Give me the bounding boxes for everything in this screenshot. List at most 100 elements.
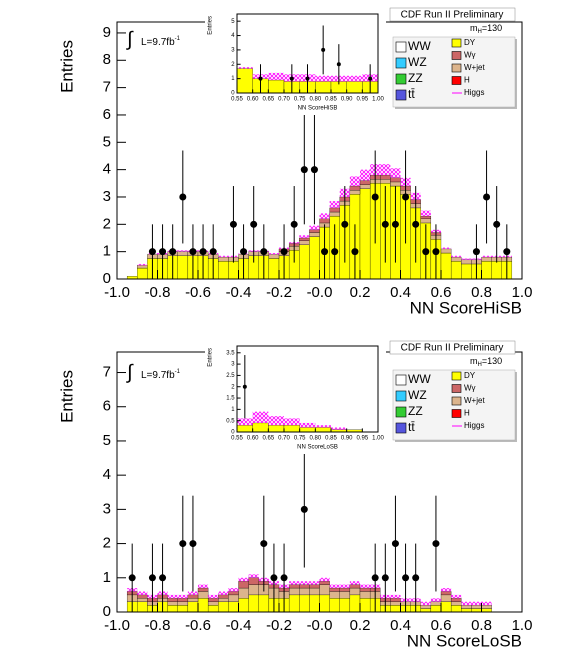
histogram-bar: [228, 601, 239, 613]
data-point: [300, 505, 308, 513]
histogram-bar: [329, 584, 340, 589]
x-tick-label: 0.2: [350, 617, 371, 634]
data-point: [209, 248, 217, 256]
y-tick-label: 0: [231, 430, 235, 436]
legend-swatch: [395, 41, 407, 53]
y-tick-label: 2: [103, 215, 111, 232]
histogram-bar: [390, 594, 401, 599]
histogram-bar: [390, 177, 401, 183]
histogram-bar: [187, 598, 199, 602]
histogram-bar: [299, 240, 310, 245]
luminosity-superscript: -1: [175, 36, 181, 42]
histogram-bar: [218, 601, 229, 613]
histogram-bar: [420, 210, 431, 217]
chart-title: CDF Run II Preliminary: [401, 10, 504, 21]
y-tick-label: 2.5: [226, 373, 235, 379]
x-tick-label: 0.90: [341, 435, 353, 441]
legend-label: H: [464, 76, 470, 85]
histogram-bar: [228, 261, 239, 280]
histogram-bar: [420, 215, 432, 220]
data-point: [310, 166, 318, 174]
y-tick-label: 3.5: [226, 350, 235, 356]
histogram-bar: [236, 68, 253, 94]
histogram-bar: [197, 591, 209, 599]
histogram-bar: [197, 587, 209, 592]
y-tick-label: 1: [103, 243, 111, 260]
mass-subscript: H: [478, 29, 482, 35]
histogram-bar: [441, 588, 452, 592]
legend: WW WZ ZZ tt̄ DY Wγ W+jet H Higgs: [392, 36, 517, 109]
histogram-bar: [430, 601, 442, 606]
data-point: [371, 574, 379, 582]
data-point: [250, 220, 258, 228]
histogram-bar: [137, 265, 148, 269]
histogram-bar: [299, 237, 310, 241]
histogram-bar: [440, 601, 452, 613]
data-point: [258, 76, 263, 81]
histogram-bar: [319, 584, 330, 596]
histogram-bar: [268, 416, 284, 426]
y-tick-label: 0: [103, 270, 111, 287]
histogram-bar: [228, 594, 239, 602]
mass-value: =130: [482, 23, 502, 33]
x-axis-label: NN ScoreHiSB: [410, 298, 522, 317]
x-tick-label: 0.8: [471, 284, 492, 301]
histogram-bar: [440, 594, 452, 602]
histogram-bar: [268, 253, 279, 255]
histogram-bar: [319, 213, 330, 219]
histogram-bar: [315, 427, 332, 433]
histogram-bar: [461, 259, 472, 265]
histogram-bar: [236, 425, 253, 433]
mass-symbol: m: [470, 356, 478, 366]
legend-label: W+jet: [464, 396, 485, 405]
histogram-bar: [218, 261, 229, 280]
histogram-bar: [461, 608, 472, 613]
histogram-bar: [420, 608, 432, 613]
histogram-bar: [359, 598, 371, 613]
legend-label: W+jet: [464, 63, 485, 72]
histogram-bar: [177, 598, 189, 602]
x-axis-label: NN ScoreLoSB: [407, 631, 522, 650]
histogram-bar: [461, 263, 472, 280]
histogram-bar: [238, 587, 249, 599]
histogram-bar: [177, 255, 189, 280]
histogram-bar: [440, 248, 452, 254]
histogram-bar: [237, 67, 253, 69]
data-point: [412, 220, 420, 228]
legend-swatch: [451, 76, 462, 85]
legend-label: ZZ: [408, 71, 423, 85]
integral-sign: ∫: [126, 28, 134, 50]
histogram-bar: [390, 601, 401, 606]
histogram-bar: [461, 258, 472, 260]
histogram-bar: [137, 263, 148, 266]
legend-swatch: [451, 371, 462, 381]
histogram-bar: [299, 594, 310, 613]
histogram-bar: [481, 256, 492, 262]
histogram-bar: [450, 598, 462, 602]
data-point: [240, 248, 248, 256]
histogram-bar: [207, 601, 219, 606]
y-tick-label: 0.5: [226, 418, 235, 424]
luminosity-text: L=9.7fb: [141, 370, 175, 381]
histogram-bar: [329, 591, 340, 599]
x-tick-label: -0.6: [185, 284, 211, 301]
histogram-bar: [268, 72, 284, 81]
legend-swatch: [395, 390, 407, 402]
x-tick-label: 0.80: [309, 96, 321, 102]
histogram-bar: [289, 581, 300, 585]
histogram-bar: [359, 180, 371, 185]
legend-swatch: [451, 409, 462, 418]
histogram-bar: [315, 81, 332, 94]
data-point: [381, 220, 389, 228]
histogram-bar: [309, 594, 320, 613]
data-point: [321, 47, 326, 52]
y-tick-label: 7: [103, 363, 111, 380]
histogram-bar: [218, 255, 229, 258]
x-tick-label: 0.6: [431, 284, 452, 301]
data-point: [371, 193, 379, 201]
x-tick-label: 0.75: [294, 435, 306, 441]
x-tick-label: 0.65: [262, 96, 274, 102]
x-tick-label: 0.4: [390, 617, 411, 634]
data-point: [148, 248, 156, 256]
y-tick-label: 3: [231, 47, 235, 53]
